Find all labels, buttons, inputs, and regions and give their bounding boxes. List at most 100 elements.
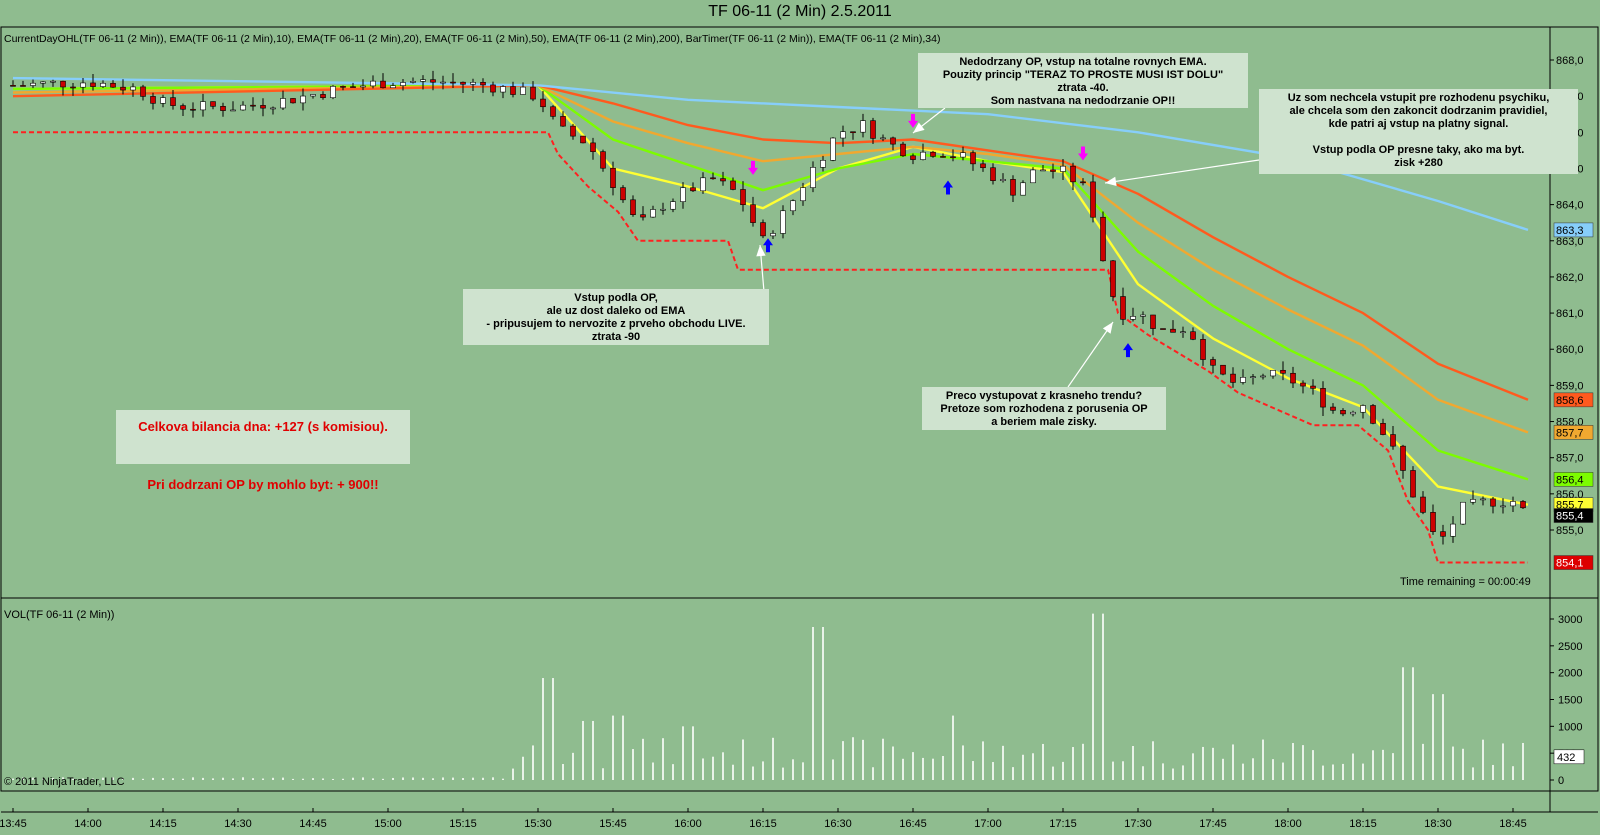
- candle-body: [810, 167, 816, 188]
- candle-body: [910, 155, 916, 160]
- candle-body: [1020, 182, 1026, 196]
- candle-body: [530, 86, 536, 100]
- price-marker-label: 863,3: [1556, 225, 1584, 237]
- candle-body: [1040, 169, 1046, 172]
- candle-body: [1160, 328, 1166, 330]
- annotation-pointer-head: [1105, 176, 1117, 186]
- candle-body: [920, 151, 926, 160]
- price-marker-label: 857,7: [1556, 427, 1584, 439]
- candle-body: [1480, 498, 1486, 501]
- candle-body: [1300, 382, 1306, 387]
- candle-body: [1420, 496, 1426, 513]
- candle-body: [1340, 410, 1346, 415]
- candle-body: [1210, 359, 1216, 366]
- candle-body: [300, 95, 306, 104]
- candle-body: [640, 214, 646, 218]
- candle-body: [200, 101, 206, 111]
- sell-arrow-icon: [908, 113, 918, 128]
- candle-body: [1050, 169, 1056, 172]
- candle-body: [500, 86, 506, 93]
- candle-body: [190, 108, 196, 111]
- annotation-pointer: [1104, 159, 1260, 184]
- candle-body: [1320, 388, 1326, 408]
- candle-body: [1430, 512, 1436, 532]
- price-marker: [1553, 425, 1594, 440]
- candle-body: [900, 143, 906, 157]
- annotation-pointer-head: [1102, 322, 1113, 334]
- candle-body: [220, 106, 226, 111]
- candle-body: [1520, 501, 1526, 509]
- candle-body: [1500, 505, 1506, 508]
- candle-body: [90, 82, 96, 87]
- candle-body: [450, 81, 456, 84]
- candle-body: [1110, 260, 1116, 297]
- candle-body: [1170, 328, 1176, 333]
- sell-arrow-icon: [748, 160, 758, 175]
- x-tick-label: 15:15: [449, 818, 477, 830]
- x-tick-label: 15:30: [524, 818, 552, 830]
- y-tick-label: 861,0: [1556, 308, 1584, 320]
- candle-body: [140, 86, 146, 97]
- candle-body: [1370, 405, 1376, 424]
- candle-body: [50, 80, 56, 83]
- x-tick-label: 14:30: [224, 818, 252, 830]
- vol-last-label: 432: [1557, 752, 1575, 764]
- x-tick-label: 15:00: [374, 818, 402, 830]
- candle-body: [860, 120, 866, 133]
- vol-tick-label: 0: [1558, 775, 1564, 787]
- candle-body: [660, 208, 666, 211]
- candle-body: [310, 94, 316, 97]
- volume-panel-frame: [0, 597, 1599, 792]
- candle-body: [1380, 423, 1386, 435]
- candle-body: [590, 142, 596, 152]
- candle-body: [1230, 373, 1236, 383]
- candle-body: [1240, 376, 1246, 383]
- candle-body: [460, 81, 466, 85]
- x-tick-label: 18:15: [1349, 818, 1377, 830]
- candle-body: [820, 160, 826, 168]
- candle-body: [1350, 411, 1356, 415]
- candle-body: [250, 104, 256, 107]
- candle-body: [330, 86, 336, 98]
- candle-body: [560, 116, 566, 127]
- candle-body: [280, 98, 286, 109]
- candle-body: [1330, 406, 1336, 411]
- candle-body: [420, 79, 426, 82]
- candle-body: [740, 189, 746, 206]
- x-tick-label: 18:45: [1499, 818, 1527, 830]
- candle-body: [160, 97, 166, 104]
- price-marker: [1553, 508, 1594, 523]
- candle-body: [750, 204, 756, 223]
- candle-body: [1100, 216, 1106, 262]
- candle-body: [240, 104, 246, 111]
- annotation-pointer: [1067, 321, 1114, 388]
- x-tick-label: 18:30: [1424, 818, 1452, 830]
- price-marker-label: 854,1: [1556, 558, 1584, 570]
- candle-body: [350, 86, 356, 88]
- candle-body: [1220, 364, 1226, 375]
- y-tick-label: 863,0: [1556, 236, 1584, 248]
- candle-body: [850, 131, 856, 134]
- y-tick-label: 868,0: [1556, 55, 1584, 67]
- candle-body: [690, 187, 696, 192]
- x-tick-label: 15:45: [599, 818, 627, 830]
- candle-body: [710, 177, 716, 180]
- price-marker-label: 858,6: [1556, 395, 1584, 407]
- candle-body: [700, 177, 706, 192]
- candle-body: [1120, 296, 1126, 320]
- candle-body: [1250, 376, 1256, 378]
- x-tick-label: 16:00: [674, 818, 702, 830]
- buy-arrow-icon: [1123, 343, 1133, 358]
- candle-body: [40, 81, 46, 84]
- candle-body: [600, 151, 606, 169]
- chart-title: TF 06-11 (2 Min) 2.5.2011: [708, 3, 892, 20]
- candle-body: [650, 209, 656, 218]
- price-marker: [1553, 555, 1594, 570]
- annotation-top-center: Nedodrzany OP, vstup na totalne rovnych …: [918, 53, 1248, 108]
- candle-body: [970, 152, 976, 165]
- vol-last-marker: [1553, 749, 1585, 765]
- candle-body: [800, 187, 806, 202]
- candle-body: [1180, 331, 1186, 334]
- candle-body: [520, 86, 526, 95]
